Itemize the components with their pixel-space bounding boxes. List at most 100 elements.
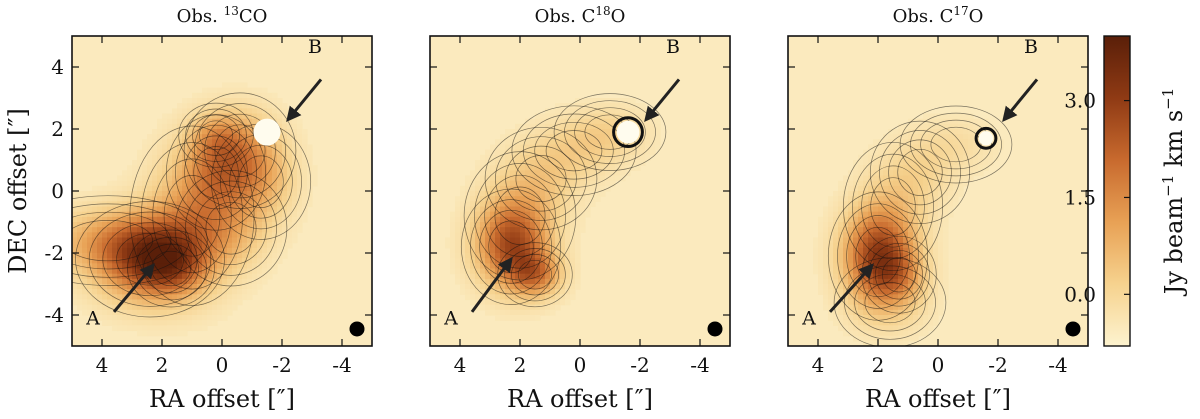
map-pixel	[147, 134, 153, 140]
map-pixel	[465, 216, 471, 223]
contour-line	[214, 124, 266, 177]
map-pixel	[565, 227, 571, 233]
map-pixel	[142, 144, 148, 151]
map-pixel	[470, 191, 476, 197]
map-pixel	[530, 289, 536, 295]
map-pixel	[873, 216, 879, 223]
map-pixel	[873, 289, 879, 295]
map-pixel	[525, 258, 531, 264]
map-pixel	[207, 253, 213, 259]
map-pixel	[893, 340, 899, 346]
map-pixel	[625, 149, 631, 156]
map-pixel	[873, 242, 879, 249]
map-pixel	[485, 211, 491, 218]
map-pixel	[252, 113, 258, 120]
map-pixel	[97, 263, 103, 270]
map-pixel	[923, 191, 929, 197]
map-pixel	[182, 263, 188, 270]
map-pixel	[913, 309, 919, 316]
map-pixel	[585, 154, 591, 161]
map-pixel	[167, 118, 173, 125]
source-a-label: A	[85, 307, 100, 329]
map-pixel	[918, 170, 924, 177]
map-pixel	[227, 118, 233, 125]
map-pixel	[813, 247, 819, 254]
map-pixel	[928, 227, 934, 233]
map-pixel	[247, 160, 253, 166]
map-pixel	[878, 232, 884, 239]
map-pixel	[207, 185, 213, 192]
map-pixel	[580, 98, 586, 104]
map-pixel	[903, 149, 909, 156]
map-pixel	[575, 154, 581, 161]
map-pixel	[570, 170, 576, 177]
map-pixel	[227, 87, 233, 94]
map-pixel	[495, 253, 501, 259]
map-pixel	[490, 191, 496, 197]
map-pixel	[162, 180, 168, 187]
map-pixel	[520, 201, 526, 208]
map-pixel	[480, 253, 486, 259]
map-pixel	[600, 118, 606, 125]
map-pixel	[450, 232, 456, 239]
map-pixel	[913, 206, 919, 213]
map-pixel	[455, 247, 461, 254]
map-pixel	[928, 118, 934, 125]
map-pixel	[610, 108, 616, 115]
map-pixel	[485, 222, 491, 228]
map-pixel	[530, 170, 536, 177]
map-pixel	[157, 139, 163, 146]
map-pixel	[257, 278, 263, 285]
map-pixel	[898, 165, 904, 171]
map-pixel	[172, 165, 178, 171]
map-pixel	[838, 309, 844, 316]
map-pixel	[117, 180, 123, 187]
map-pixel	[177, 118, 183, 125]
map-pixel	[843, 315, 849, 321]
map-pixel	[102, 268, 108, 275]
map-pixel	[913, 129, 919, 135]
map-pixel	[92, 315, 98, 321]
map-pixel	[898, 273, 904, 280]
map-pixel	[908, 335, 914, 342]
map-pixel	[898, 320, 904, 326]
map-pixel	[505, 242, 511, 249]
map-pixel	[227, 139, 233, 146]
map-pixel	[988, 154, 994, 161]
map-pixel	[475, 273, 481, 280]
map-pixel	[282, 196, 288, 202]
map-pixel	[600, 165, 606, 171]
map-pixel	[207, 134, 213, 140]
map-pixel	[963, 180, 969, 187]
map-pixel	[933, 144, 939, 151]
map-pixel	[848, 315, 854, 321]
map-pixel	[903, 129, 909, 135]
map-pixel	[655, 129, 661, 135]
map-pixel	[908, 289, 914, 295]
map-pixel	[92, 268, 98, 275]
map-pixel	[312, 170, 318, 177]
map-pixel	[550, 284, 556, 290]
map-pixel	[655, 134, 661, 140]
map-pixel	[520, 278, 526, 285]
map-pixel	[943, 268, 949, 275]
map-pixel	[555, 196, 561, 202]
map-pixel	[883, 268, 889, 275]
map-pixel	[107, 216, 113, 223]
map-pixel	[137, 325, 143, 332]
map-pixel	[490, 258, 496, 264]
map-pixel	[217, 268, 223, 275]
map-pixel	[455, 242, 461, 249]
map-pixel	[222, 201, 228, 208]
map-pixel	[943, 206, 949, 213]
map-pixel	[142, 222, 148, 228]
map-pixel	[242, 118, 248, 125]
map-pixel	[873, 144, 879, 151]
map-pixel	[212, 170, 218, 177]
map-pixel	[828, 222, 834, 228]
map-pixel	[192, 284, 198, 290]
map-pixel	[132, 304, 138, 311]
map-pixel	[500, 227, 506, 233]
map-pixel	[918, 196, 924, 202]
map-pixel	[207, 320, 213, 326]
